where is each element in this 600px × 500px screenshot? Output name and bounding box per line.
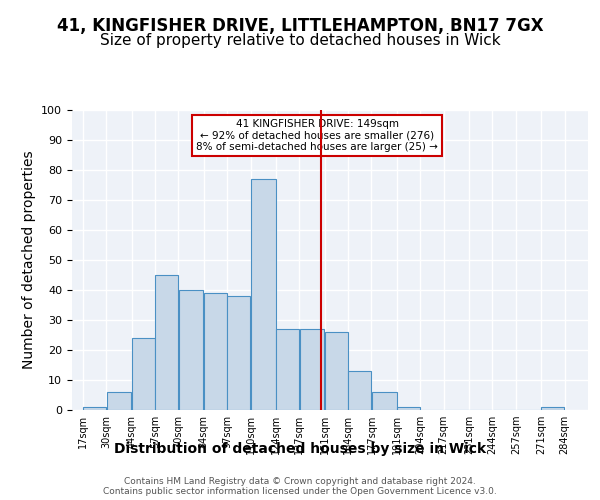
Bar [325,332,348,410]
Bar [204,293,227,410]
Text: 41, KINGFISHER DRIVE, LITTLEHAMPTON, BN17 7GX: 41, KINGFISHER DRIVE, LITTLEHAMPTON, BN1… [56,18,544,36]
Bar [227,296,250,410]
Bar [251,179,275,410]
Text: Distribution of detached houses by size in Wick: Distribution of detached houses by size … [114,442,486,456]
Bar [299,329,325,410]
Text: Size of property relative to detached houses in Wick: Size of property relative to detached ho… [100,32,500,48]
Bar [348,371,371,410]
Bar [276,329,299,410]
Bar [541,407,565,410]
Text: Contains HM Land Registry data © Crown copyright and database right 2024.: Contains HM Land Registry data © Crown c… [124,478,476,486]
Bar [179,290,203,410]
Text: 41 KINGFISHER DRIVE: 149sqm
← 92% of detached houses are smaller (276)
8% of sem: 41 KINGFISHER DRIVE: 149sqm ← 92% of det… [196,119,439,152]
Bar [83,407,106,410]
Bar [397,407,420,410]
Y-axis label: Number of detached properties: Number of detached properties [22,150,36,370]
Bar [155,275,178,410]
Bar [372,392,397,410]
Bar [107,392,131,410]
Text: Contains public sector information licensed under the Open Government Licence v3: Contains public sector information licen… [103,488,497,496]
Bar [132,338,155,410]
